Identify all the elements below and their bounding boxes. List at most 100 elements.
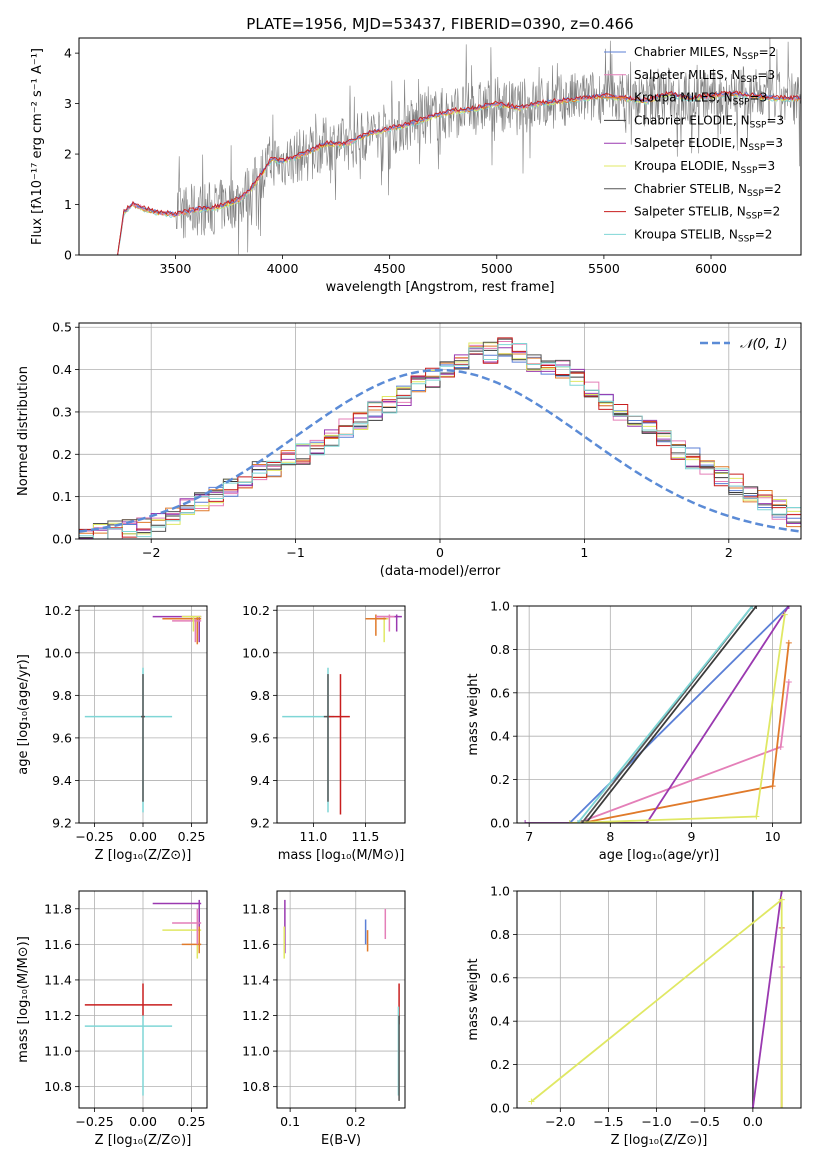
panel-cum_age: 7 8 9 10 0.0 0.2 0.4 0.6 0.8 1.0 age [log₁₀(age/yr…	[466, 599, 802, 863]
y-tick-label: 10.2	[242, 603, 270, 618]
plus-marker	[777, 744, 784, 751]
axes-frame	[276, 605, 406, 824]
plus-marker	[522, 820, 529, 823]
x-axis-label: age [log₁₀(age/yr)]	[599, 848, 720, 863]
y-axis-label: mass [log₁₀(M/M⊙)]	[16, 936, 31, 1063]
x-tick-label: 4000	[267, 261, 299, 276]
legend-label: Chabrier MILES, NSSP=2	[634, 45, 776, 62]
plus-marker	[566, 820, 573, 823]
plus-marker	[778, 1105, 785, 1108]
y-tick-label: 11.8	[44, 901, 72, 916]
plus-marker	[749, 606, 756, 609]
x-tick-label: 10	[765, 829, 781, 844]
plus-marker	[753, 606, 760, 609]
histogram-step	[79, 342, 801, 539]
y-axis-label: age [log₁₀(age/yr)]	[16, 654, 31, 775]
legend-label: Chabrier STELIB, NSSP=2	[634, 182, 782, 199]
y-tick-label: 9.2	[250, 816, 270, 831]
axes-frame	[78, 605, 208, 824]
plus-marker	[785, 639, 792, 646]
y-tick-label: 10.8	[242, 1079, 270, 1094]
y-tick-label: 9.4	[52, 773, 72, 788]
cumulative-line	[577, 681, 790, 823]
plus-marker	[582, 820, 589, 823]
y-tick-label: 10.8	[44, 1079, 72, 1094]
panel-cum_Z: −2.0 −1.5 −1.0 −0.5 0.0 0.0 0.2 0.4 0.6 0.8 1.0 Z […	[466, 884, 802, 1148]
legend-label: Kroupa ELODIE, NSSP=3	[634, 159, 775, 176]
x-tick-label: 0.2	[346, 1114, 366, 1129]
plot-area	[84, 615, 202, 813]
cumulative-line	[530, 898, 783, 1103]
panel-spectrum: 3500 4000 4500 5000 5500 6000 0 1 2 3 4 wavelength …	[30, 37, 802, 295]
y-tick-label: 11.2	[44, 1008, 72, 1023]
y-tick-label: 0.4	[490, 729, 510, 744]
axes-frame	[276, 890, 406, 1109]
x-tick-label: 6000	[695, 261, 727, 276]
axes-frame	[78, 37, 802, 256]
y-tick-label: 9.8	[52, 688, 72, 703]
y-tick-label: 0.6	[490, 970, 510, 985]
panel-age_vs_mass: 11.0 11.5 9.2 9.4 9.6 9.8 10.0 10.2 mass [log₁₀(…	[242, 603, 406, 863]
y-tick-label: 9.4	[250, 773, 270, 788]
x-tick-label: 2	[725, 545, 733, 560]
plot-area	[282, 614, 402, 815]
y-axis-label: mass weight	[466, 958, 481, 1040]
cumulative-line	[752, 891, 783, 1108]
y-tick-label: 11.6	[44, 937, 72, 952]
y-axis-label: Flux [fλ10⁻¹⁷ erg cm⁻² s⁻¹ A⁻¹]	[30, 48, 45, 245]
x-tick-label: 0.0	[743, 1114, 763, 1129]
plus-marker	[578, 820, 585, 823]
x-tick-label: 9	[687, 829, 695, 844]
x-tick-label: 0.25	[178, 1114, 206, 1129]
x-tick-label: 4500	[374, 261, 406, 276]
y-tick-label: 0.0	[52, 532, 72, 547]
x-tick-label: −1.0	[641, 1114, 671, 1129]
plot-area	[528, 891, 785, 1108]
x-tick-label: 8	[606, 829, 614, 844]
plus-marker	[769, 783, 776, 790]
y-tick-label: 3	[64, 96, 72, 111]
x-tick-label: 0.00	[129, 829, 157, 844]
y-tick-label: 0.0	[490, 1101, 510, 1116]
y-tick-label: 10.2	[44, 603, 72, 618]
x-tick-label: 0.1	[280, 1114, 300, 1129]
y-tick-label: 1.0	[490, 884, 510, 899]
cumulative-line	[525, 606, 790, 823]
plot-area	[117, 38, 801, 255]
y-tick-label: 0	[64, 248, 72, 263]
x-tick-label: −2.0	[545, 1114, 575, 1129]
x-axis-label: mass [log₁₀(M/M⊙)]	[278, 848, 405, 863]
plus-marker	[749, 891, 756, 894]
x-tick-label: −0.5	[690, 1114, 720, 1129]
y-tick-label: 0.0	[490, 816, 510, 831]
y-axis-label: mass weight	[466, 673, 481, 755]
y-tick-label: 0.6	[490, 685, 510, 700]
y-tick-label: 0.5	[52, 320, 72, 335]
plot-area	[522, 606, 792, 823]
cumulative-line	[569, 606, 790, 823]
legend-label: Chabrier ELODIE, NSSP=3	[634, 113, 784, 130]
model-line	[117, 90, 801, 255]
x-axis-label: Z [log₁₀(Z/Z⊙)]	[95, 848, 192, 863]
x-tick-label: 5000	[481, 261, 513, 276]
y-tick-label: 0.1	[52, 489, 72, 504]
plus-marker	[785, 678, 792, 685]
y-tick-label: 1.0	[490, 599, 510, 614]
axes-frame	[516, 605, 802, 824]
y-tick-label: 11.4	[44, 972, 72, 987]
y-tick-label: 11.6	[242, 937, 270, 952]
y-tick-label: 11.2	[242, 1008, 270, 1023]
x-tick-label: −0.25	[75, 829, 113, 844]
cumulative-line	[581, 642, 790, 823]
legend-label: Kroupa STELIB, NSSP=2	[634, 227, 772, 244]
y-tick-label: 4	[64, 46, 72, 61]
cumulative-line	[585, 606, 758, 823]
x-tick-label: 5500	[588, 261, 620, 276]
y-tick-label: 10.0	[44, 645, 72, 660]
normal-curve	[79, 368, 801, 533]
x-tick-label: 11.0	[300, 829, 328, 844]
x-tick-label: 3500	[160, 261, 192, 276]
y-tick-label: 0.8	[490, 642, 510, 657]
panel-mass_vs_EBV: 0.1 0.2 10.8 11.0 11.2 11.4 11.6 11.8 E(B-V)	[242, 890, 406, 1148]
